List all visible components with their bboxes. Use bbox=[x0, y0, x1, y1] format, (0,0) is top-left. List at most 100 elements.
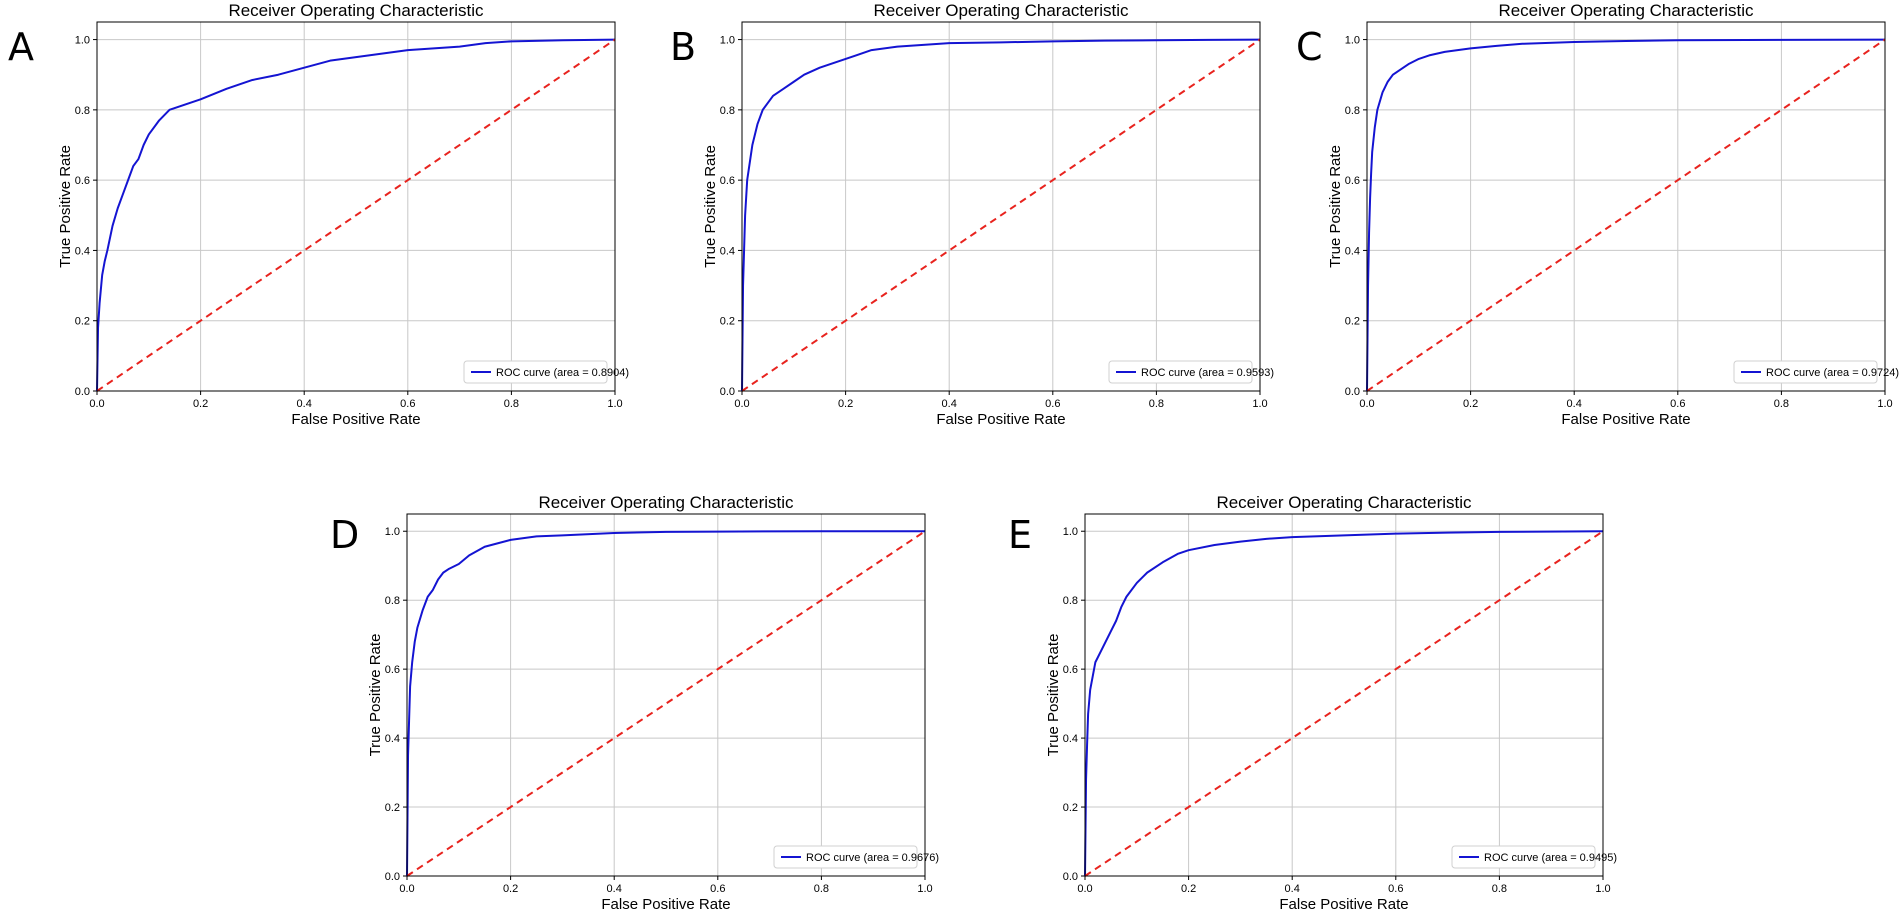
chart-title: Receiver Operating Characteristic bbox=[538, 493, 794, 512]
chart-title: Receiver Operating Characteristic bbox=[1216, 493, 1472, 512]
x-tick-label: 0.4 bbox=[607, 883, 622, 895]
legend-entry: ROC curve (area = 0.9593) bbox=[1141, 367, 1274, 379]
legend-entry: ROC curve (area = 0.8904) bbox=[496, 367, 629, 379]
x-tick-label: 0.6 bbox=[1045, 398, 1060, 410]
y-tick-label: 0.4 bbox=[75, 245, 90, 257]
diagonal-line bbox=[1084, 530, 1604, 877]
y-tick-label: 0.6 bbox=[720, 175, 735, 187]
x-tick-label: 0.6 bbox=[1670, 398, 1685, 410]
y-tick-label: 0.2 bbox=[385, 802, 400, 814]
legend-box bbox=[773, 845, 918, 869]
y-tick-label: 0.8 bbox=[720, 105, 735, 117]
legend-box bbox=[1733, 360, 1878, 384]
y-axis-label: True Positive Rate bbox=[1327, 145, 1344, 268]
chart-title: Receiver Operating Characteristic bbox=[873, 1, 1129, 20]
legend: ROC curve (area = 0.9724) bbox=[1733, 360, 1899, 384]
y-tick-label: 1.0 bbox=[75, 35, 90, 47]
diagonal-line bbox=[1366, 38, 1886, 392]
x-tick-label: 0.4 bbox=[297, 398, 312, 410]
x-tick-label: 0.8 bbox=[814, 883, 829, 895]
roc-curve-line bbox=[1084, 530, 1604, 877]
roc-panel-e: E 0.0 0.2 0.4 0.6 0.8 1.0 0.0 0.2 0.4 0.6 0.8 1.0 Rec… bbox=[1008, 493, 1617, 913]
legend-box bbox=[463, 360, 608, 384]
y-tick-label: 0.4 bbox=[1063, 733, 1078, 745]
legend: ROC curve (area = 0.9593) bbox=[1108, 360, 1274, 384]
plot-frame bbox=[1366, 21, 1886, 392]
roc-curve-line bbox=[741, 38, 1261, 392]
x-axis-label: False Positive Rate bbox=[1279, 896, 1408, 913]
x-tick-label: 0.2 bbox=[838, 398, 853, 410]
roc-panel-b: B 0.0 0.2 0.4 0.6 0.8 1.0 0.0 0.2 0.4 0.6 0.8 1.0 Rec… bbox=[670, 1, 1274, 428]
y-tick-label: 0.0 bbox=[75, 386, 90, 398]
legend-box bbox=[1451, 845, 1596, 869]
y-tick-label: 0.2 bbox=[75, 316, 90, 328]
x-axis-label: False Positive Rate bbox=[1561, 411, 1690, 428]
y-tick-label: 0.2 bbox=[1063, 802, 1078, 814]
y-tick-label: 0.6 bbox=[1063, 664, 1078, 676]
x-axis-label: False Positive Rate bbox=[936, 411, 1065, 428]
y-tick-label: 0.8 bbox=[1063, 595, 1078, 607]
y-axis-label: True Positive Rate bbox=[1045, 634, 1062, 757]
chart-title: Receiver Operating Characteristic bbox=[228, 1, 484, 20]
legend: ROC curve (area = 0.8904) bbox=[463, 360, 629, 384]
roc-panel-c: C 0.0 0.2 0.4 0.6 0.8 1.0 0.0 0.2 0.4 0.6 0.8 1.0 Rec… bbox=[1296, 1, 1899, 428]
y-tick-label: 0.0 bbox=[720, 386, 735, 398]
roc-panel-d: D 0.0 0.2 0.4 0.6 0.8 1.0 0.0 0.2 0.4 0.6 0.8 1.0 Rec… bbox=[330, 493, 939, 913]
plot-frame bbox=[741, 21, 1261, 392]
x-tick-label: 0.6 bbox=[710, 883, 725, 895]
roc-curve-line bbox=[1366, 38, 1886, 392]
y-tick-label: 0.6 bbox=[1345, 175, 1360, 187]
y-tick-label: 0.8 bbox=[385, 595, 400, 607]
x-tick-label: 1.0 bbox=[917, 883, 932, 895]
legend-box bbox=[1108, 360, 1253, 384]
diagonal-line bbox=[741, 38, 1261, 392]
x-tick-label: 0.0 bbox=[1359, 398, 1374, 410]
roc-curve-line bbox=[96, 38, 616, 392]
y-tick-label: 0.4 bbox=[385, 733, 400, 745]
x-tick-label: 0.8 bbox=[1149, 398, 1164, 410]
y-tick-label: 0.0 bbox=[1345, 386, 1360, 398]
x-tick-label: 0.4 bbox=[1285, 883, 1300, 895]
chart-title: Receiver Operating Characteristic bbox=[1498, 1, 1754, 20]
x-tick-label: 1.0 bbox=[1877, 398, 1892, 410]
y-tick-label: 1.0 bbox=[1063, 526, 1078, 538]
y-axis-label: True Positive Rate bbox=[57, 145, 74, 268]
x-tick-label: 0.2 bbox=[193, 398, 208, 410]
roc-panel-a: A 0.0 0.2 0.4 0.6 0.8 1.0 0.0 0.2 0.4 0.6 0.8 1.0 Rec… bbox=[8, 1, 629, 428]
y-tick-label: 0.4 bbox=[720, 245, 735, 257]
plot-frame bbox=[406, 513, 926, 877]
y-tick-label: 0.8 bbox=[75, 105, 90, 117]
legend-entry: ROC curve (area = 0.9676) bbox=[806, 852, 939, 864]
x-tick-label: 0.6 bbox=[400, 398, 415, 410]
x-tick-label: 0.0 bbox=[1077, 883, 1092, 895]
x-tick-label: 0.0 bbox=[89, 398, 104, 410]
x-tick-label: 1.0 bbox=[1252, 398, 1267, 410]
legend-entry: ROC curve (area = 0.9495) bbox=[1484, 852, 1617, 864]
x-axis-label: False Positive Rate bbox=[601, 896, 730, 913]
y-tick-label: 1.0 bbox=[720, 35, 735, 47]
plot-frame bbox=[96, 21, 616, 392]
x-axis-label: False Positive Rate bbox=[291, 411, 420, 428]
x-tick-label: 0.2 bbox=[503, 883, 518, 895]
x-tick-label: 1.0 bbox=[607, 398, 622, 410]
legend: ROC curve (area = 0.9676) bbox=[773, 845, 939, 869]
y-tick-label: 1.0 bbox=[1345, 35, 1360, 47]
x-tick-label: 0.2 bbox=[1463, 398, 1478, 410]
y-axis-label: True Positive Rate bbox=[367, 634, 384, 757]
x-tick-label: 0.8 bbox=[504, 398, 519, 410]
legend-entry: ROC curve (area = 0.9724) bbox=[1766, 367, 1899, 379]
x-tick-label: 1.0 bbox=[1595, 883, 1610, 895]
x-tick-label: 0.0 bbox=[734, 398, 749, 410]
x-tick-label: 0.2 bbox=[1181, 883, 1196, 895]
panel-letter: C bbox=[1296, 25, 1323, 69]
y-tick-label: 0.6 bbox=[75, 175, 90, 187]
y-axis-label: True Positive Rate bbox=[702, 145, 719, 268]
y-tick-label: 0.6 bbox=[385, 664, 400, 676]
x-tick-label: 0.0 bbox=[399, 883, 414, 895]
x-tick-label: 0.8 bbox=[1492, 883, 1507, 895]
y-tick-label: 0.0 bbox=[1063, 871, 1078, 883]
legend: ROC curve (area = 0.9495) bbox=[1451, 845, 1617, 869]
diagonal-line bbox=[406, 530, 926, 877]
roc-curve-line bbox=[406, 530, 925, 877]
y-tick-label: 0.2 bbox=[1345, 316, 1360, 328]
